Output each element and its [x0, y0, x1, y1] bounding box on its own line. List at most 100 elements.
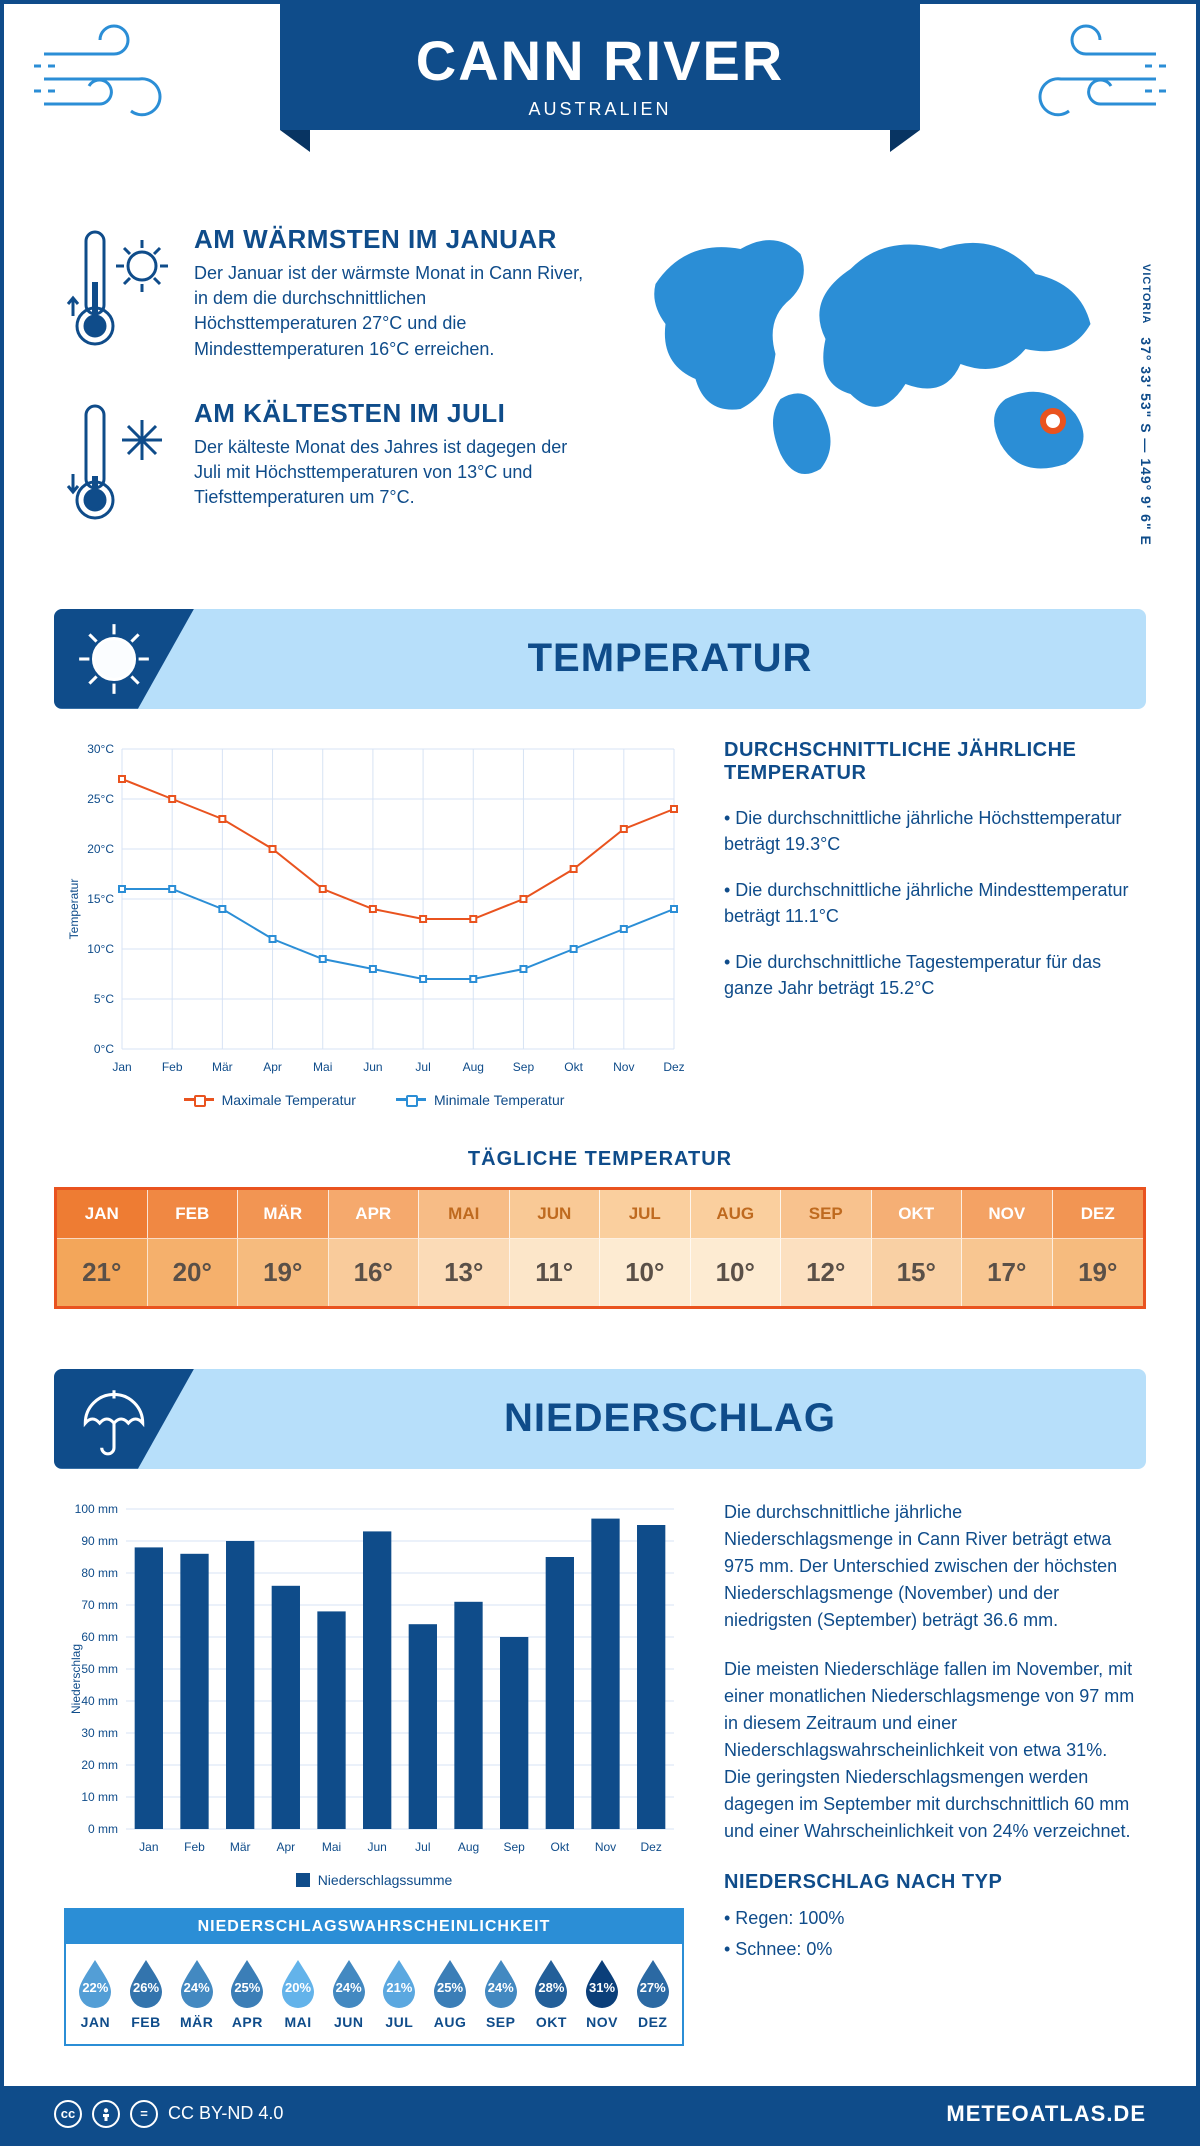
prob-cell: 25% AUG	[425, 1958, 476, 2030]
drop-icon: 24%	[329, 1958, 369, 2008]
daily-cell: AUG10°	[691, 1190, 782, 1306]
svg-text:30°C: 30°C	[87, 742, 114, 756]
thermometer-sun-icon	[64, 224, 174, 362]
precip-bar-chart: 0 mm10 mm20 mm30 mm40 mm50 mm60 mm70 mm8…	[64, 1499, 684, 1859]
world-map-icon	[615, 224, 1136, 484]
svg-text:Sep: Sep	[513, 1060, 535, 1074]
prob-cell: 25% APR	[222, 1958, 273, 2030]
drop-icon: 25%	[430, 1958, 470, 2008]
prob-cell: 27% DEZ	[627, 1958, 678, 2030]
prob-cell: 26% FEB	[121, 1958, 172, 2030]
svg-text:Jun: Jun	[367, 1840, 386, 1854]
location-title: CANN RIVER	[280, 28, 920, 93]
svg-text:5°C: 5°C	[94, 992, 114, 1006]
drop-icon: 31%	[582, 1958, 622, 2008]
precip-text-2: Die meisten Niederschläge fallen im Nove…	[724, 1656, 1136, 1845]
svg-text:Nov: Nov	[613, 1060, 634, 1074]
prob-title: NIEDERSCHLAGSWAHRSCHEINLICHKEIT	[66, 1910, 682, 1944]
footer: cc = CC BY-ND 4.0 METEOATLAS.DE	[4, 2086, 1196, 2142]
prob-cell: 20% MAI	[273, 1958, 324, 2030]
temperature-line-chart: 0°C5°C10°C15°C20°C25°C30°CJanFebMärAprMa…	[64, 739, 684, 1108]
svg-text:Mai: Mai	[313, 1060, 332, 1074]
license-text: CC BY-ND 4.0	[168, 2103, 283, 2124]
svg-text:Jan: Jan	[139, 1840, 158, 1854]
warmest-heading: AM WÄRMSTEN IM JANUAR	[194, 224, 585, 255]
daily-cell: NOV17°	[962, 1190, 1053, 1306]
prob-cell: 31% NOV	[577, 1958, 628, 2030]
coldest-heading: AM KÄLTESTEN IM JULI	[194, 398, 585, 429]
svg-text:Feb: Feb	[162, 1060, 183, 1074]
drop-icon: 25%	[227, 1958, 267, 2008]
svg-text:30 mm: 30 mm	[81, 1726, 118, 1740]
svg-text:Mär: Mär	[230, 1840, 251, 1854]
daily-temp-title: TÄGLICHE TEMPERATUR	[4, 1148, 1196, 1171]
svg-text:Jul: Jul	[415, 1060, 430, 1074]
prob-row: 22% JAN 26% FEB 24% MÄR 25% APR 20% MAI …	[66, 1944, 682, 2044]
precip-legend: Niederschlagssumme	[64, 1872, 684, 1888]
legend-max: Maximale Temperatur	[184, 1092, 356, 1108]
header: CANN RIVER AUSTRALIEN	[4, 4, 1196, 204]
temperature-section-header: TEMPERATUR	[54, 609, 1146, 709]
drop-icon: 24%	[481, 1958, 521, 2008]
svg-text:Okt: Okt	[564, 1060, 583, 1074]
svg-text:Mai: Mai	[322, 1840, 341, 1854]
svg-text:10 mm: 10 mm	[81, 1790, 118, 1804]
drop-icon: 26%	[126, 1958, 166, 2008]
sun-icon	[54, 609, 194, 709]
svg-text:0 mm: 0 mm	[88, 1822, 118, 1836]
precip-text-col: Die durchschnittliche jährliche Niedersc…	[724, 1499, 1136, 2046]
warmest-text: Der Januar ist der wärmste Monat in Cann…	[194, 261, 585, 362]
svg-text:Dez: Dez	[640, 1840, 661, 1854]
prob-cell: 28% OKT	[526, 1958, 577, 2030]
daily-cell: MAI13°	[419, 1190, 510, 1306]
temperature-title: TEMPERATUR	[194, 636, 1146, 681]
svg-text:Jan: Jan	[112, 1060, 131, 1074]
precip-content: 0 mm10 mm20 mm30 mm40 mm50 mm60 mm70 mm8…	[4, 1499, 1196, 2046]
temp-info-1: • Die durchschnittliche jährliche Höchst…	[724, 805, 1136, 857]
drop-icon: 28%	[531, 1958, 571, 2008]
temperature-info: DURCHSCHNITTLICHE JÄHRLICHE TEMPERATUR •…	[724, 739, 1136, 1108]
svg-text:Aug: Aug	[458, 1840, 479, 1854]
daily-temp-table: JAN21°FEB20°MÄR19°APR16°MAI13°JUN11°JUL1…	[54, 1187, 1146, 1309]
umbrella-icon	[54, 1369, 194, 1469]
daily-cell: MÄR19°	[238, 1190, 329, 1306]
precip-title: NIEDERSCHLAG	[194, 1396, 1146, 1441]
map-column: VICTORIA 37° 33' 53" S — 149° 9' 6" E	[615, 224, 1136, 569]
drop-icon: 24%	[177, 1958, 217, 2008]
svg-text:Nov: Nov	[595, 1840, 616, 1854]
drop-icon: 22%	[75, 1958, 115, 2008]
cc-icon: cc	[54, 2100, 82, 2128]
summary-text-col: AM WÄRMSTEN IM JANUAR Der Januar ist der…	[64, 224, 585, 569]
temp-chart-legend: Maximale Temperatur Minimale Temperatur	[64, 1092, 684, 1108]
thermometer-snow-icon	[64, 398, 174, 533]
svg-text:Feb: Feb	[184, 1840, 205, 1854]
daily-cell: FEB20°	[148, 1190, 239, 1306]
location-marker-icon	[1040, 408, 1066, 434]
svg-text:15°C: 15°C	[87, 892, 114, 906]
nd-icon: =	[130, 2100, 158, 2128]
daily-cell: APR16°	[329, 1190, 420, 1306]
svg-text:Dez: Dez	[663, 1060, 684, 1074]
svg-text:100 mm: 100 mm	[75, 1502, 118, 1516]
by-icon	[92, 2100, 120, 2128]
prob-cell: 22% JAN	[70, 1958, 121, 2030]
drop-icon: 21%	[379, 1958, 419, 2008]
svg-text:90 mm: 90 mm	[81, 1534, 118, 1548]
coldest-text: Der kälteste Monat des Jahres ist dagege…	[194, 435, 585, 511]
svg-text:80 mm: 80 mm	[81, 1566, 118, 1580]
temp-info-heading: DURCHSCHNITTLICHE JÄHRLICHE TEMPERATUR	[724, 739, 1136, 785]
page: CANN RIVER AUSTRALIEN	[0, 0, 1200, 2146]
svg-text:Jul: Jul	[415, 1840, 430, 1854]
precip-bytype-2: • Schnee: 0%	[724, 1936, 1136, 1963]
svg-text:Jun: Jun	[363, 1060, 382, 1074]
daily-cell: JUL10°	[600, 1190, 691, 1306]
daily-cell: SEP12°	[781, 1190, 872, 1306]
svg-text:Mär: Mär	[212, 1060, 233, 1074]
title-banner: CANN RIVER AUSTRALIEN	[280, 0, 920, 130]
temp-info-3: • Die durchschnittliche Tagestemperatur …	[724, 949, 1136, 1001]
svg-text:Temperatur: Temperatur	[67, 878, 81, 939]
coordinates-label: VICTORIA 37° 33' 53" S — 149° 9' 6" E	[1138, 264, 1154, 546]
svg-text:10°C: 10°C	[87, 942, 114, 956]
prob-cell: 24% MÄR	[171, 1958, 222, 2030]
drop-icon: 27%	[633, 1958, 673, 2008]
